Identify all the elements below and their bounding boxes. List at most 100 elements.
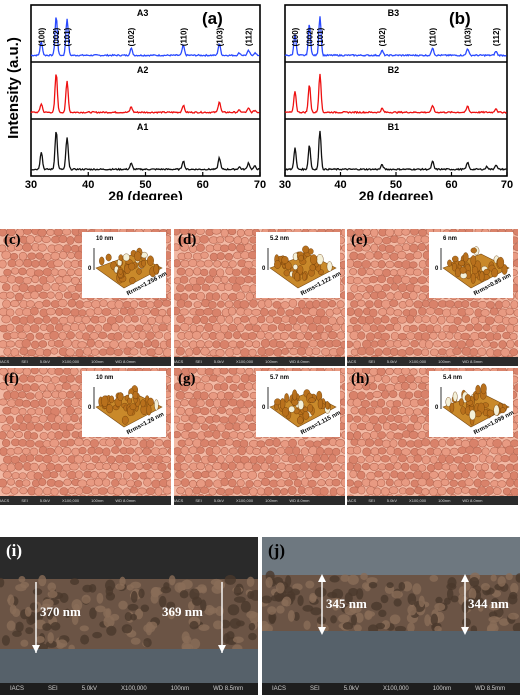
grain [219, 398, 229, 408]
film-grain [1, 635, 10, 646]
grain [374, 470, 383, 478]
film-grain [129, 613, 137, 621]
grain [260, 462, 270, 472]
grain [384, 463, 395, 471]
grain [142, 323, 152, 332]
grain [397, 438, 407, 448]
grain [196, 260, 206, 268]
grain [417, 430, 427, 440]
grain [490, 462, 499, 471]
grain [457, 446, 467, 455]
grain [417, 276, 427, 284]
grain [445, 331, 454, 340]
grain [109, 339, 119, 349]
grain [29, 462, 39, 472]
grain [0, 478, 8, 488]
grain [183, 392, 194, 400]
film-grain [507, 612, 519, 620]
grain [347, 368, 355, 375]
grain [312, 453, 321, 463]
grain [232, 485, 242, 495]
film-grain [199, 586, 207, 594]
grain [240, 486, 251, 496]
grain [402, 243, 411, 252]
grain [356, 374, 367, 384]
grain [409, 243, 419, 253]
grain [30, 290, 39, 300]
grain [240, 373, 250, 383]
grain [78, 309, 87, 317]
film-grain [240, 600, 251, 613]
grain [356, 456, 366, 464]
grain [245, 445, 254, 455]
series-label: B3 [388, 8, 400, 18]
afm-peak [283, 269, 290, 277]
film-grain [305, 580, 315, 589]
hkl-label: (103) [215, 27, 224, 46]
grain [7, 259, 17, 268]
grain [216, 375, 225, 383]
grain [409, 324, 418, 333]
grain [324, 462, 333, 471]
grain [429, 331, 438, 340]
grain [47, 431, 56, 440]
grain [259, 446, 269, 455]
afm-peak [292, 389, 298, 401]
afm-zero-label: 0 [262, 266, 266, 272]
grain [184, 283, 194, 292]
grain [256, 487, 266, 496]
grain [347, 340, 354, 348]
film-grain [393, 598, 402, 607]
grain [162, 439, 171, 449]
afm-zero-label: 0 [88, 405, 92, 411]
film-grain [344, 605, 357, 616]
grain [489, 341, 498, 349]
grain [477, 347, 487, 357]
grain [249, 487, 258, 497]
sem-info-text: 100nm [265, 359, 278, 364]
grain [231, 283, 242, 292]
grain [15, 308, 24, 316]
grain [184, 300, 193, 308]
film-grain [412, 583, 422, 595]
grain [426, 464, 436, 472]
grain [341, 244, 345, 252]
grain [397, 454, 407, 463]
film-grain [347, 574, 359, 585]
grain [406, 455, 415, 464]
afm-peak [317, 398, 323, 410]
afm-peak [486, 409, 494, 417]
grain [62, 446, 72, 455]
grain [386, 446, 396, 456]
series-label: A3 [137, 8, 149, 18]
grain [180, 478, 190, 487]
afm-zero-label: 0 [88, 266, 92, 272]
sem-info-text: SEI [21, 359, 28, 364]
afm-peak [493, 404, 500, 416]
grain [377, 290, 387, 300]
grain [328, 454, 337, 464]
afm-peak [452, 391, 458, 402]
film-grain [407, 604, 417, 616]
grain [193, 267, 202, 276]
grain [220, 477, 229, 487]
grain [21, 479, 31, 487]
grain [77, 479, 88, 488]
grain [114, 299, 124, 309]
film-grain [160, 586, 172, 594]
panel-letter: (g) [178, 371, 196, 387]
grain [418, 229, 428, 237]
grain [401, 229, 411, 236]
grain [408, 382, 418, 391]
grain [357, 267, 367, 276]
grain [220, 275, 229, 284]
grain [17, 331, 27, 340]
grain [268, 309, 277, 317]
grain [410, 229, 419, 236]
grain [396, 237, 406, 245]
grain [390, 406, 399, 415]
grain [401, 415, 410, 424]
grain [273, 316, 283, 324]
grain [180, 259, 190, 268]
grain [390, 331, 400, 341]
